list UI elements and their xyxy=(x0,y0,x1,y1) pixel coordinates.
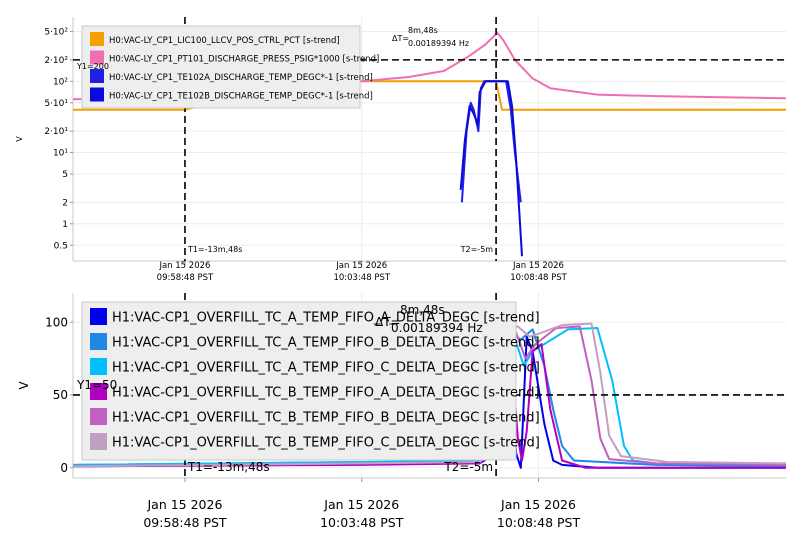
delta-frequency-value: 0.00189394 Hz xyxy=(391,321,483,335)
x-tick-time-label: 10:03:48 PST xyxy=(333,273,390,283)
series-line-te102a xyxy=(460,80,522,203)
x-tick-date-label: Jan 15 2026 xyxy=(512,261,564,271)
y-tick-label: 0 xyxy=(60,461,68,475)
x-tick-time-label: 10:08:48 PST xyxy=(497,515,581,530)
y-tick-label: 50 xyxy=(53,388,68,402)
cursor-t2-label: T2=-5m xyxy=(460,245,494,254)
legend-entry-label: H1:VAC-CP1_OVERFILL_TC_A_TEMP_FIFO_A_DEL… xyxy=(112,311,540,326)
legend-swatch xyxy=(90,308,107,325)
legend-swatch xyxy=(90,32,104,46)
y-tick-label: 2·10¹ xyxy=(44,127,68,137)
cursor-t1-label: T1=-13m,48s xyxy=(187,460,270,474)
delta-frequency-value: 0.00189394 Hz xyxy=(408,39,469,48)
x-tick-time-label: 10:08:48 PST xyxy=(510,273,567,283)
cursor-t2-label: T2=-5m xyxy=(443,460,493,474)
legend-swatch xyxy=(90,433,107,450)
x-tick-date-label: Jan 15 2026 xyxy=(158,261,210,271)
x-tick-date-label: Jan 15 2026 xyxy=(335,261,387,271)
y-tick-label: 10¹ xyxy=(53,149,68,159)
legend-swatch xyxy=(90,69,104,83)
legend-swatch xyxy=(90,333,107,350)
cursor-t1-label: T1=-13m,48s xyxy=(187,245,242,254)
legend-swatch xyxy=(90,383,107,400)
y-tick-label: 1 xyxy=(62,220,68,230)
x-tick-date-label: Jan 15 2026 xyxy=(146,497,222,512)
legend-entry-label: H1:VAC-CP1_OVERFILL_TC_B_TEMP_FIFO_B_DEL… xyxy=(112,411,540,426)
y-tick-label: 5·10² xyxy=(44,28,68,38)
y-axis-label: V xyxy=(15,136,24,142)
x-tick-time-label: 10:03:48 PST xyxy=(320,515,404,530)
delta-time-value: 8m,48s xyxy=(408,26,438,35)
legend-box xyxy=(81,301,517,461)
legend-entry-label: H0:VAC-LY_CP1_LIC100_LLCV_POS_CTRL_PCT [… xyxy=(109,36,340,46)
y-tick-label: 5·10¹ xyxy=(44,99,68,109)
x-tick-date-label: Jan 15 2026 xyxy=(323,497,399,512)
y-tick-label: 10² xyxy=(53,77,68,87)
chart-panel-1[interactable]: 5·10² 2·10² 10² 5·10¹ 2·10¹ 10¹ 5 2 1 0.5 V Jan 15 … xyxy=(15,17,786,283)
delta-t-label: ΔT= xyxy=(392,34,409,43)
legend-entry-label: H1:VAC-CP1_OVERFILL_TC_B_TEMP_FIFO_A_DEL… xyxy=(112,386,540,401)
legend-swatch xyxy=(90,87,104,102)
legend-swatch xyxy=(90,50,104,65)
y-tick-label: 100 xyxy=(45,315,68,329)
x-tick-time-label: 09:58:48 PST xyxy=(157,273,214,283)
cursor-y1-label: Y1=50 xyxy=(76,378,117,392)
series-line-te102b xyxy=(459,80,523,257)
legend-swatch xyxy=(90,408,107,425)
delta-t-label: ΔT= xyxy=(375,315,401,329)
delta-time-value: 8m,48s xyxy=(400,303,445,317)
chart-panel-2[interactable]: 100 50 0 V Jan 15 2026 09:58:48 PST Jan 15 202… xyxy=(17,293,786,530)
legend-entry-label: H0:VAC-LY_CP1_TE102B_DISCHARGE_TEMP_DEGC… xyxy=(109,92,373,102)
y-tick-label: 0.5 xyxy=(54,241,68,251)
legend-entry-label: H1:VAC-CP1_OVERFILL_TC_A_TEMP_FIFO_C_DEL… xyxy=(112,361,540,376)
legend-entry-label: H1:VAC-CP1_OVERFILL_TC_B_TEMP_FIFO_C_DEL… xyxy=(112,436,540,451)
legend-swatch xyxy=(90,358,107,375)
y-tick-label: 5 xyxy=(62,170,68,180)
legend-entry-label: H0:VAC-LY_CP1_PT101_DISCHARGE_PRESS_PSIG… xyxy=(109,55,379,65)
legend-box xyxy=(81,25,361,109)
y-axis-label: V xyxy=(17,381,31,390)
legend-entry-label: H0:VAC-LY_CP1_TE102A_DISCHARGE_TEMP_DEGC… xyxy=(109,73,373,83)
cursor-y1-label: Y1=200 xyxy=(76,62,109,71)
x-tick-time-label: 09:58:48 PST xyxy=(143,515,227,530)
x-tick-date-label: Jan 15 2026 xyxy=(500,497,576,512)
y-tick-label: 2·10² xyxy=(44,56,68,66)
y-tick-label: 2 xyxy=(62,198,68,208)
legend-entry-label: H1:VAC-CP1_OVERFILL_TC_A_TEMP_FIFO_B_DEL… xyxy=(112,336,540,351)
